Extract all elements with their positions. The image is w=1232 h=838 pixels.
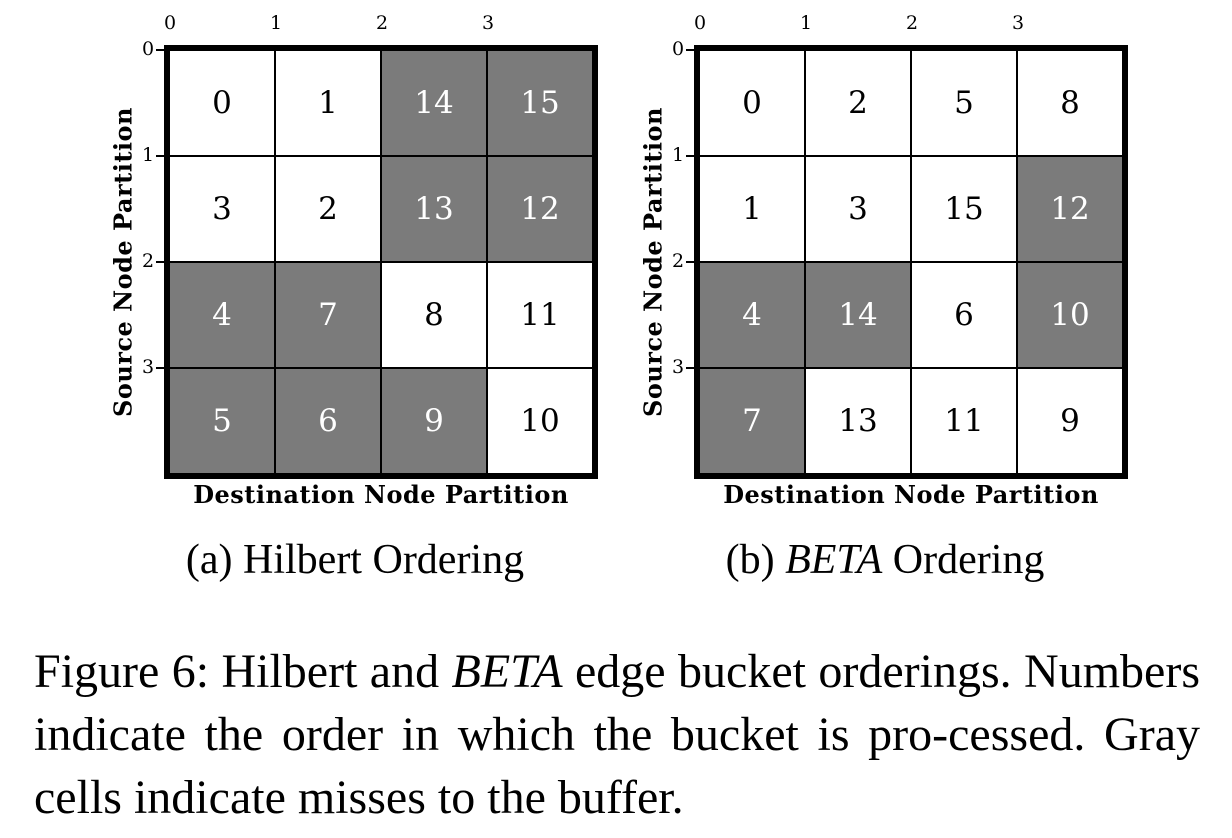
subfigure-caption: (a) Hilbert Ordering xyxy=(55,536,655,584)
panel-hilbert: 0 1 2 3 0 1 2 3 0 1 14 15 3 2 13 12 4 7 8 11 5 6 9 10 Destinatio… xyxy=(0,0,600,600)
bucket-cell-miss: 13 xyxy=(382,157,486,261)
y-axis-label: Source Node Partition xyxy=(638,107,668,417)
bucket-cell-hit: 1 xyxy=(276,51,380,155)
bucket-cell-miss: 14 xyxy=(382,51,486,155)
x-tick-label: 0 xyxy=(163,12,177,34)
bucket-cell-hit: 1 xyxy=(700,157,804,261)
bucket-cell-miss: 12 xyxy=(1018,157,1122,261)
y-tick-mark xyxy=(686,49,696,51)
bucket-cell-hit: 8 xyxy=(1018,51,1122,155)
bucket-cell-hit: 6 xyxy=(912,263,1016,367)
subcaption-suffix: Ordering xyxy=(882,537,1045,583)
y-tick-mark xyxy=(156,367,166,369)
y-tick-label: 1 xyxy=(142,144,155,166)
bucket-cell-miss: 10 xyxy=(1018,263,1122,367)
y-tick-mark xyxy=(686,261,696,263)
y-tick-mark xyxy=(686,367,696,369)
y-tick-label: 0 xyxy=(672,38,685,60)
y-tick-label: 1 xyxy=(672,144,685,166)
bucket-cell-miss: 4 xyxy=(700,263,804,367)
y-tick-label: 2 xyxy=(142,250,155,272)
x-tick-label: 2 xyxy=(905,12,919,34)
x-tick-label: 1 xyxy=(799,12,813,34)
y-tick-mark xyxy=(156,155,166,157)
bucket-cell-miss: 5 xyxy=(170,369,274,473)
y-tick-mark xyxy=(156,49,166,51)
bucket-cell-hit: 8 xyxy=(382,263,486,367)
bucket-cell-miss: 6 xyxy=(276,369,380,473)
bucket-cell-miss: 14 xyxy=(806,263,910,367)
bucket-cell-hit: 15 xyxy=(912,157,1016,261)
bucket-cell-hit: 2 xyxy=(276,157,380,261)
subcaption-prefix: (b) xyxy=(725,537,786,583)
y-tick-label: 3 xyxy=(672,356,685,378)
bucket-cell-hit: 13 xyxy=(806,369,910,473)
y-axis-label: Source Node Partition xyxy=(108,107,138,417)
y-tick-label: 2 xyxy=(672,250,685,272)
caption-italic: BETA xyxy=(451,645,563,698)
x-tick-label: 1 xyxy=(269,12,283,34)
bucket-cell-miss: 15 xyxy=(488,51,592,155)
x-axis-label: Destination Node Partition xyxy=(723,480,1099,509)
bucket-cell-hit: 11 xyxy=(488,263,592,367)
x-tick-label: 0 xyxy=(693,12,707,34)
bucket-cell-miss: 4 xyxy=(170,263,274,367)
bucket-cell-hit: 5 xyxy=(912,51,1016,155)
figure-caption: Figure 6: Hilbert and BETA edge bucket o… xyxy=(34,640,1200,829)
subfigure-caption: (b) BETA Ordering xyxy=(585,536,1185,584)
x-tick-label: 3 xyxy=(1011,12,1025,34)
caption-part2: edge bucket orderings. Numbers indicate … xyxy=(34,645,1201,824)
x-axis-label: Destination Node Partition xyxy=(193,480,569,509)
y-tick-label: 0 xyxy=(142,38,155,60)
caption-part1: Figure 6: Hilbert and xyxy=(34,645,452,698)
y-tick-mark xyxy=(686,155,696,157)
subcaption-italic: BETA xyxy=(785,537,883,583)
bucket-cell-miss: 12 xyxy=(488,157,592,261)
panel-beta: 0 1 2 3 0 1 2 3 0 2 5 8 1 3 15 12 4 14 6 10 7 13 11 9 Destinatio… xyxy=(530,0,1130,600)
subcaption-prefix: (a) Hilbert xyxy=(185,537,362,583)
bucket-cell-hit: 11 xyxy=(912,369,1016,473)
y-tick-label: 3 xyxy=(142,356,155,378)
bucket-cell-hit: 9 xyxy=(1018,369,1122,473)
bucket-cell-hit: 2 xyxy=(806,51,910,155)
bucket-grid: 0 2 5 8 1 3 15 12 4 14 6 10 7 13 11 9 xyxy=(694,45,1128,479)
x-tick-label: 3 xyxy=(481,12,495,34)
y-tick-mark xyxy=(156,261,166,263)
bucket-cell-hit: 3 xyxy=(170,157,274,261)
bucket-cell-miss: 7 xyxy=(700,369,804,473)
x-tick-label: 2 xyxy=(375,12,389,34)
bucket-grid: 0 1 14 15 3 2 13 12 4 7 8 11 5 6 9 10 xyxy=(164,45,598,479)
bucket-cell-miss: 7 xyxy=(276,263,380,367)
bucket-cell-miss: 9 xyxy=(382,369,486,473)
bucket-cell-hit: 0 xyxy=(700,51,804,155)
subcaption-suffix: Ordering xyxy=(361,537,525,583)
bucket-cell-hit: 0 xyxy=(170,51,274,155)
bucket-cell-hit: 10 xyxy=(488,369,592,473)
bucket-cell-hit: 3 xyxy=(806,157,910,261)
